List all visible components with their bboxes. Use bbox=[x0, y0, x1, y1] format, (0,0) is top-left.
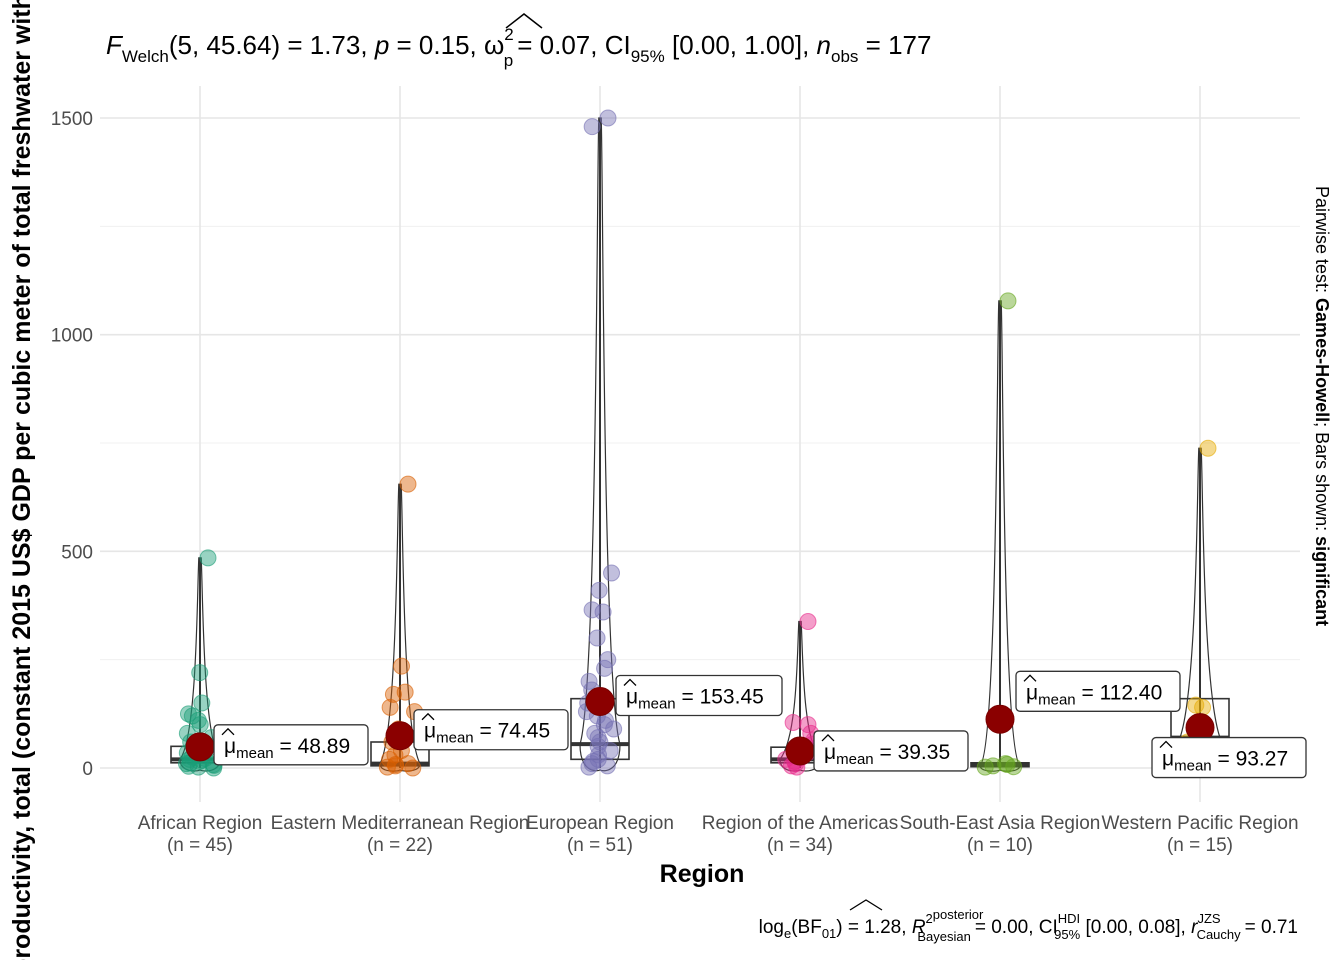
data-point bbox=[583, 118, 601, 136]
y-tick-label: 500 bbox=[61, 542, 93, 563]
data-point bbox=[1199, 439, 1217, 457]
mu-hat bbox=[421, 712, 435, 721]
mean-marker-3 bbox=[785, 736, 815, 766]
mean-label-box bbox=[213, 724, 369, 766]
mean-label-text: μmean = 153.45 bbox=[626, 686, 764, 713]
data-point bbox=[381, 698, 399, 716]
data-point bbox=[189, 711, 207, 729]
violin-0 bbox=[179, 557, 221, 772]
mean-label-3: μmean = 39.35 bbox=[813, 730, 969, 772]
data-point bbox=[399, 475, 417, 493]
data-point bbox=[1005, 758, 1023, 776]
data-point bbox=[603, 564, 621, 582]
mean-label-box bbox=[1015, 670, 1181, 712]
data-point bbox=[588, 629, 606, 647]
data-point bbox=[180, 757, 198, 775]
data-point bbox=[1194, 698, 1212, 716]
mean-label-box bbox=[1151, 736, 1307, 779]
data-point bbox=[191, 664, 209, 682]
mean-labels: μmean = 48.89 μmean = 74.45 μmean = 153.45… bbox=[213, 670, 1307, 779]
x-tick-count: (n = 10) bbox=[967, 835, 1033, 856]
data-point bbox=[999, 292, 1017, 310]
data-point bbox=[583, 601, 601, 619]
mu-hat bbox=[1023, 674, 1037, 682]
mu-hat bbox=[1159, 740, 1173, 749]
data-point bbox=[599, 651, 617, 669]
x-axis-ticks: African Region(n = 45) Eastern Mediterran… bbox=[138, 813, 1299, 856]
mean-label-box bbox=[413, 709, 569, 751]
x-tick-count: (n = 51) bbox=[567, 835, 633, 856]
mean-label-text: μmean = 93.27 bbox=[1162, 748, 1288, 775]
mu-hat bbox=[623, 678, 637, 686]
data-point bbox=[393, 657, 411, 675]
mean-label-2: μmean = 153.45 bbox=[615, 674, 783, 717]
data-point bbox=[193, 694, 211, 712]
mean-label-text: μmean = 39.35 bbox=[824, 741, 950, 768]
chart-subtitle: FWelch(5, 45.64) = 1.73, p = 0.15, ω2 p= … bbox=[106, 25, 931, 70]
x-tick-label: Region of the Americas bbox=[702, 813, 898, 834]
bayes-caption: loge(BF01) = 1.28, R2posterior Bayesian = … bbox=[759, 907, 1298, 944]
y-tick-label: 1500 bbox=[51, 109, 93, 130]
data-point bbox=[976, 758, 994, 776]
mean-label-1: μmean = 74.45 bbox=[413, 709, 569, 751]
mean-marker-2 bbox=[585, 687, 615, 717]
data-point bbox=[594, 603, 612, 621]
data-point bbox=[998, 756, 1016, 774]
mean-markers bbox=[185, 687, 1215, 766]
data-point bbox=[596, 659, 614, 677]
mu-hat bbox=[821, 734, 835, 742]
mean-label-text: μmean = 74.45 bbox=[424, 720, 550, 747]
y-axis-title: Water productivity, total (constant 2015… bbox=[8, 0, 36, 960]
mean-label-0: μmean = 48.89 bbox=[213, 724, 369, 766]
mean-marker-1 bbox=[385, 721, 415, 751]
r2-hat bbox=[849, 899, 883, 911]
x-tick-label: Eastern Mediterranean Region bbox=[271, 813, 530, 834]
mean-marker-0 bbox=[185, 732, 215, 762]
x-axis-title: Region bbox=[660, 860, 745, 888]
data-point bbox=[605, 720, 623, 738]
mean-label-4: μmean = 112.40 bbox=[1015, 670, 1181, 712]
data-point bbox=[580, 758, 598, 776]
mean-marker-4 bbox=[985, 704, 1015, 734]
violin-1 bbox=[379, 483, 421, 772]
mean-label-text: μmean = 48.89 bbox=[224, 735, 350, 762]
y-tick-label: 1000 bbox=[51, 326, 93, 347]
pairwise-caption: Pairwise test: Games-Howell; Bars shown:… bbox=[1312, 186, 1332, 626]
data-point bbox=[1187, 696, 1205, 714]
data-point bbox=[199, 549, 217, 567]
x-tick-label: African Region bbox=[138, 813, 263, 834]
y-tick-label: 0 bbox=[82, 759, 93, 780]
mu-hat bbox=[221, 727, 235, 736]
data-point bbox=[404, 759, 422, 777]
data-point bbox=[784, 714, 802, 731]
x-tick-count: (n = 34) bbox=[767, 835, 833, 856]
data-point bbox=[384, 685, 402, 703]
x-tick-count: (n = 22) bbox=[367, 835, 433, 856]
y-axis-ticks: 0 500 1000 1500 bbox=[51, 109, 93, 780]
x-tick-label: South-East Asia Region bbox=[900, 813, 1101, 834]
x-tick-count: (n = 15) bbox=[1167, 835, 1233, 856]
omega-hat bbox=[505, 13, 543, 29]
data-point bbox=[378, 758, 396, 776]
mean-label-box bbox=[813, 730, 969, 772]
x-tick-label: Western Pacific Region bbox=[1101, 813, 1298, 834]
data-point bbox=[599, 109, 617, 127]
x-tick-count: (n = 45) bbox=[167, 835, 233, 856]
data-point bbox=[598, 757, 616, 775]
data-point bbox=[590, 581, 608, 599]
data-point bbox=[799, 613, 817, 631]
mean-label-box bbox=[615, 674, 783, 717]
x-tick-label: European Region bbox=[526, 813, 674, 834]
mean-label-5: μmean = 93.27 bbox=[1151, 736, 1307, 779]
mean-label-text: μmean = 112.40 bbox=[1026, 681, 1162, 708]
